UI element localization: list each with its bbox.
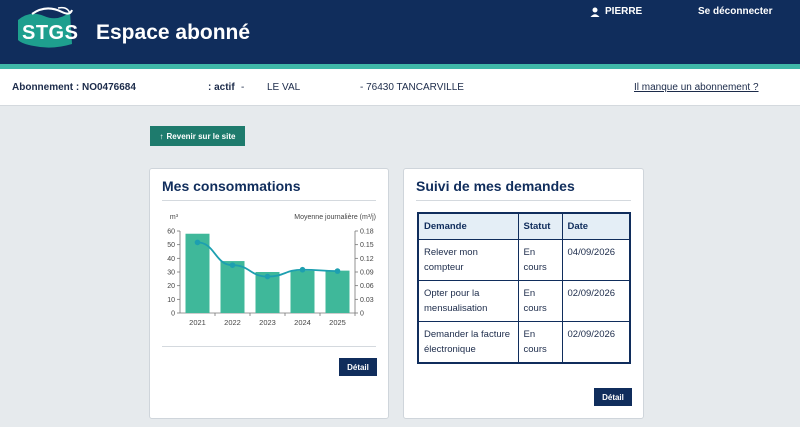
requests-detail-button[interactable]: Détail — [594, 388, 632, 406]
x-tick-label: 2025 — [329, 318, 346, 327]
bar-2022 — [220, 261, 245, 313]
logo-text: STGS — [22, 22, 79, 44]
subscription-bar: Abonnement : NO0476684 : actif - LE VAL … — [0, 69, 800, 106]
back-to-site-label: Revenir sur le site — [166, 131, 236, 141]
card-divider — [162, 200, 376, 201]
chart-divider — [162, 346, 376, 347]
y-tick-label: 60 — [167, 229, 175, 236]
table-header-row: Demande Statut Date — [417, 212, 631, 240]
missing-subscription-link[interactable]: Il manque un abonnement ? — [634, 82, 759, 93]
arrow-up-icon: ↑ — [159, 131, 164, 141]
user-menu[interactable]: PIERRE — [590, 6, 642, 17]
x-tick-label: 2023 — [259, 318, 276, 327]
y-tick-label: 0 — [171, 311, 175, 318]
stgs-logo[interactable] — [12, 6, 80, 52]
y-tick-label: 10 — [167, 297, 175, 304]
user-name: PIERRE — [605, 6, 643, 17]
table-row: Demander la facture électronique En cour… — [417, 320, 631, 363]
subscription-city: - 76430 TANCARVILLE — [360, 82, 464, 93]
y-tick-label: 20 — [167, 283, 175, 290]
y2-tick-label: 0.09 — [360, 270, 374, 277]
y-tick-label: 30 — [167, 270, 175, 277]
logout-link[interactable]: Se déconnecter — [698, 6, 773, 17]
header-accent-line — [0, 64, 800, 69]
x-tick-label: 2022 — [224, 318, 241, 327]
request-status: En cours — [517, 238, 563, 281]
request-name: Relever mon compteur — [417, 238, 519, 281]
average-point-2022 — [229, 262, 236, 268]
consumption-title: Mes consommations — [162, 178, 301, 194]
consumption-detail-button[interactable]: Détail — [339, 358, 377, 376]
y-tick-label: 50 — [167, 242, 175, 249]
request-status: En cours — [517, 320, 563, 363]
consumption-chart: m³ Moyenne journalière (m³/j) 0 10 20 30 40 5… — [167, 214, 376, 327]
column-date: Date — [561, 212, 631, 240]
average-point-2024 — [299, 266, 306, 273]
top-header — [0, 0, 800, 64]
consumption-card: Mes consommations m³ Moyenne journalière… — [149, 168, 389, 419]
column-demande: Demande — [417, 212, 519, 240]
bar-2025 — [325, 270, 350, 313]
requests-title: Suivi de mes demandes — [416, 178, 575, 194]
y2-tick-label: 0.18 — [360, 229, 374, 236]
request-name: Opter pour la mensualisation — [417, 279, 519, 322]
column-statut: Statut — [517, 212, 563, 240]
y2-tick-label: 0.06 — [360, 283, 374, 290]
back-to-site-button[interactable]: ↑ Revenir sur le site — [150, 126, 245, 146]
subscription-status: : actif — [208, 82, 235, 93]
average-line — [197, 241, 338, 278]
y2-tick-label: 0.15 — [360, 242, 374, 249]
requests-card: Suivi de mes demandes Demande Statut Dat… — [403, 168, 644, 419]
request-date: 02/09/2026 — [561, 320, 631, 363]
request-name: Demander la facture électronique — [417, 320, 519, 363]
bar-2024 — [290, 270, 315, 313]
table-row: Relever mon compteur En cours 04/09/2026 — [417, 238, 631, 281]
card-divider — [416, 200, 631, 201]
subscription-number: Abonnement : NO0476684 — [12, 82, 136, 93]
average-point-2025 — [334, 268, 341, 274]
x-tick-label: 2021 — [189, 318, 206, 327]
user-icon — [590, 7, 600, 17]
request-date: 04/09/2026 — [561, 238, 631, 281]
status-dash: - — [241, 82, 245, 93]
y-axis-label: m³ — [170, 214, 179, 221]
y2-tick-label: 0 — [360, 311, 364, 318]
bar-2021 — [185, 233, 210, 313]
request-date: 02/09/2026 — [561, 279, 631, 322]
y2-axis-label: Moyenne journalière (m³/j) — [294, 214, 376, 221]
y-tick-label: 40 — [167, 256, 175, 263]
table-row: Opter pour la mensualisation En cours 02… — [417, 279, 631, 322]
request-status: En cours — [517, 279, 563, 322]
x-tick-label: 2024 — [294, 318, 311, 327]
y2-tick-label: 0.12 — [360, 256, 374, 263]
app-title: Espace abonné — [96, 21, 251, 44]
y2-tick-label: 0.03 — [360, 297, 374, 304]
subscription-address: LE VAL — [267, 82, 301, 93]
average-point-2023 — [264, 273, 271, 280]
average-point-2021 — [194, 239, 201, 246]
requests-table: Demande Statut Date Relever mon compteur… — [417, 212, 631, 364]
